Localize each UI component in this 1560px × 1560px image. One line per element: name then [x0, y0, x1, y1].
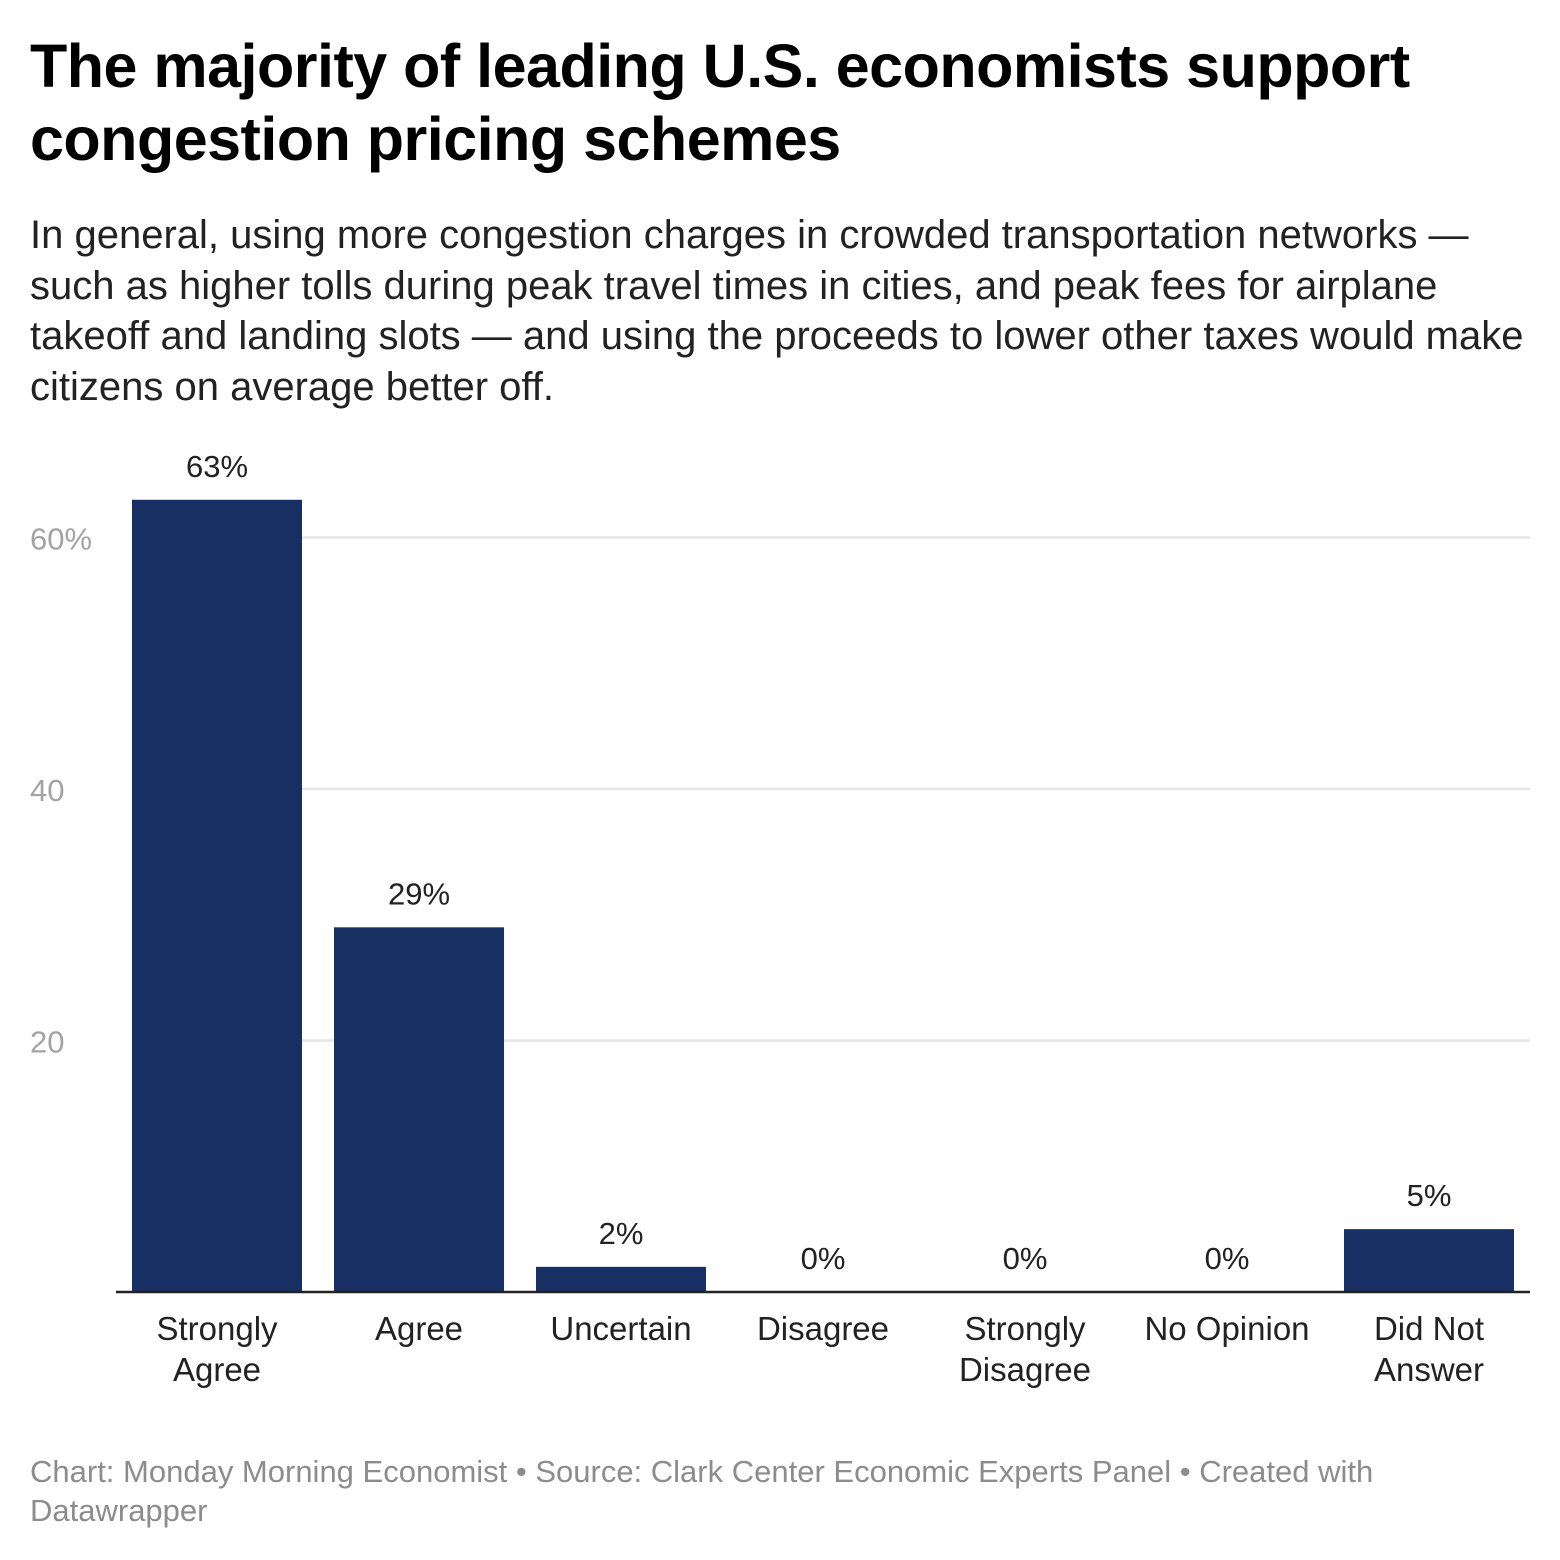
y-tick-label: 40 — [30, 773, 64, 808]
x-tick-label: Strongly — [964, 1310, 1086, 1347]
chart-title: The majority of leading U.S. economists … — [30, 32, 1410, 173]
data-label: 0% — [801, 1241, 846, 1276]
data-label: 29% — [388, 876, 450, 911]
bar — [1344, 1229, 1514, 1292]
x-tick-label: Disagree — [959, 1351, 1091, 1388]
x-tick-label: No Opinion — [1144, 1310, 1309, 1347]
data-label: 2% — [599, 1216, 644, 1251]
x-tick-label: Disagree — [757, 1310, 889, 1347]
data-label: 5% — [1407, 1178, 1452, 1213]
chart-credit: Chart: Monday Morning Economist • Source… — [30, 1454, 1374, 1528]
y-tick-label: 20 — [30, 1025, 64, 1060]
y-tick-label: 60% — [30, 522, 92, 557]
x-tick-label: Agree — [173, 1351, 261, 1388]
x-tick-label: Uncertain — [550, 1310, 691, 1347]
bar — [536, 1266, 706, 1292]
x-tick-label: Did Not — [1374, 1310, 1484, 1347]
x-tick-label: Answer — [1374, 1351, 1484, 1388]
x-tick-label: Strongly — [156, 1310, 278, 1347]
bar — [334, 927, 504, 1292]
data-label: 0% — [1205, 1241, 1250, 1276]
data-label: 63% — [186, 449, 248, 484]
chart-subtitle: In general, using more congestion charge… — [30, 213, 1524, 409]
x-tick-label: Agree — [375, 1310, 463, 1347]
bar — [132, 499, 302, 1292]
data-label: 0% — [1003, 1241, 1048, 1276]
